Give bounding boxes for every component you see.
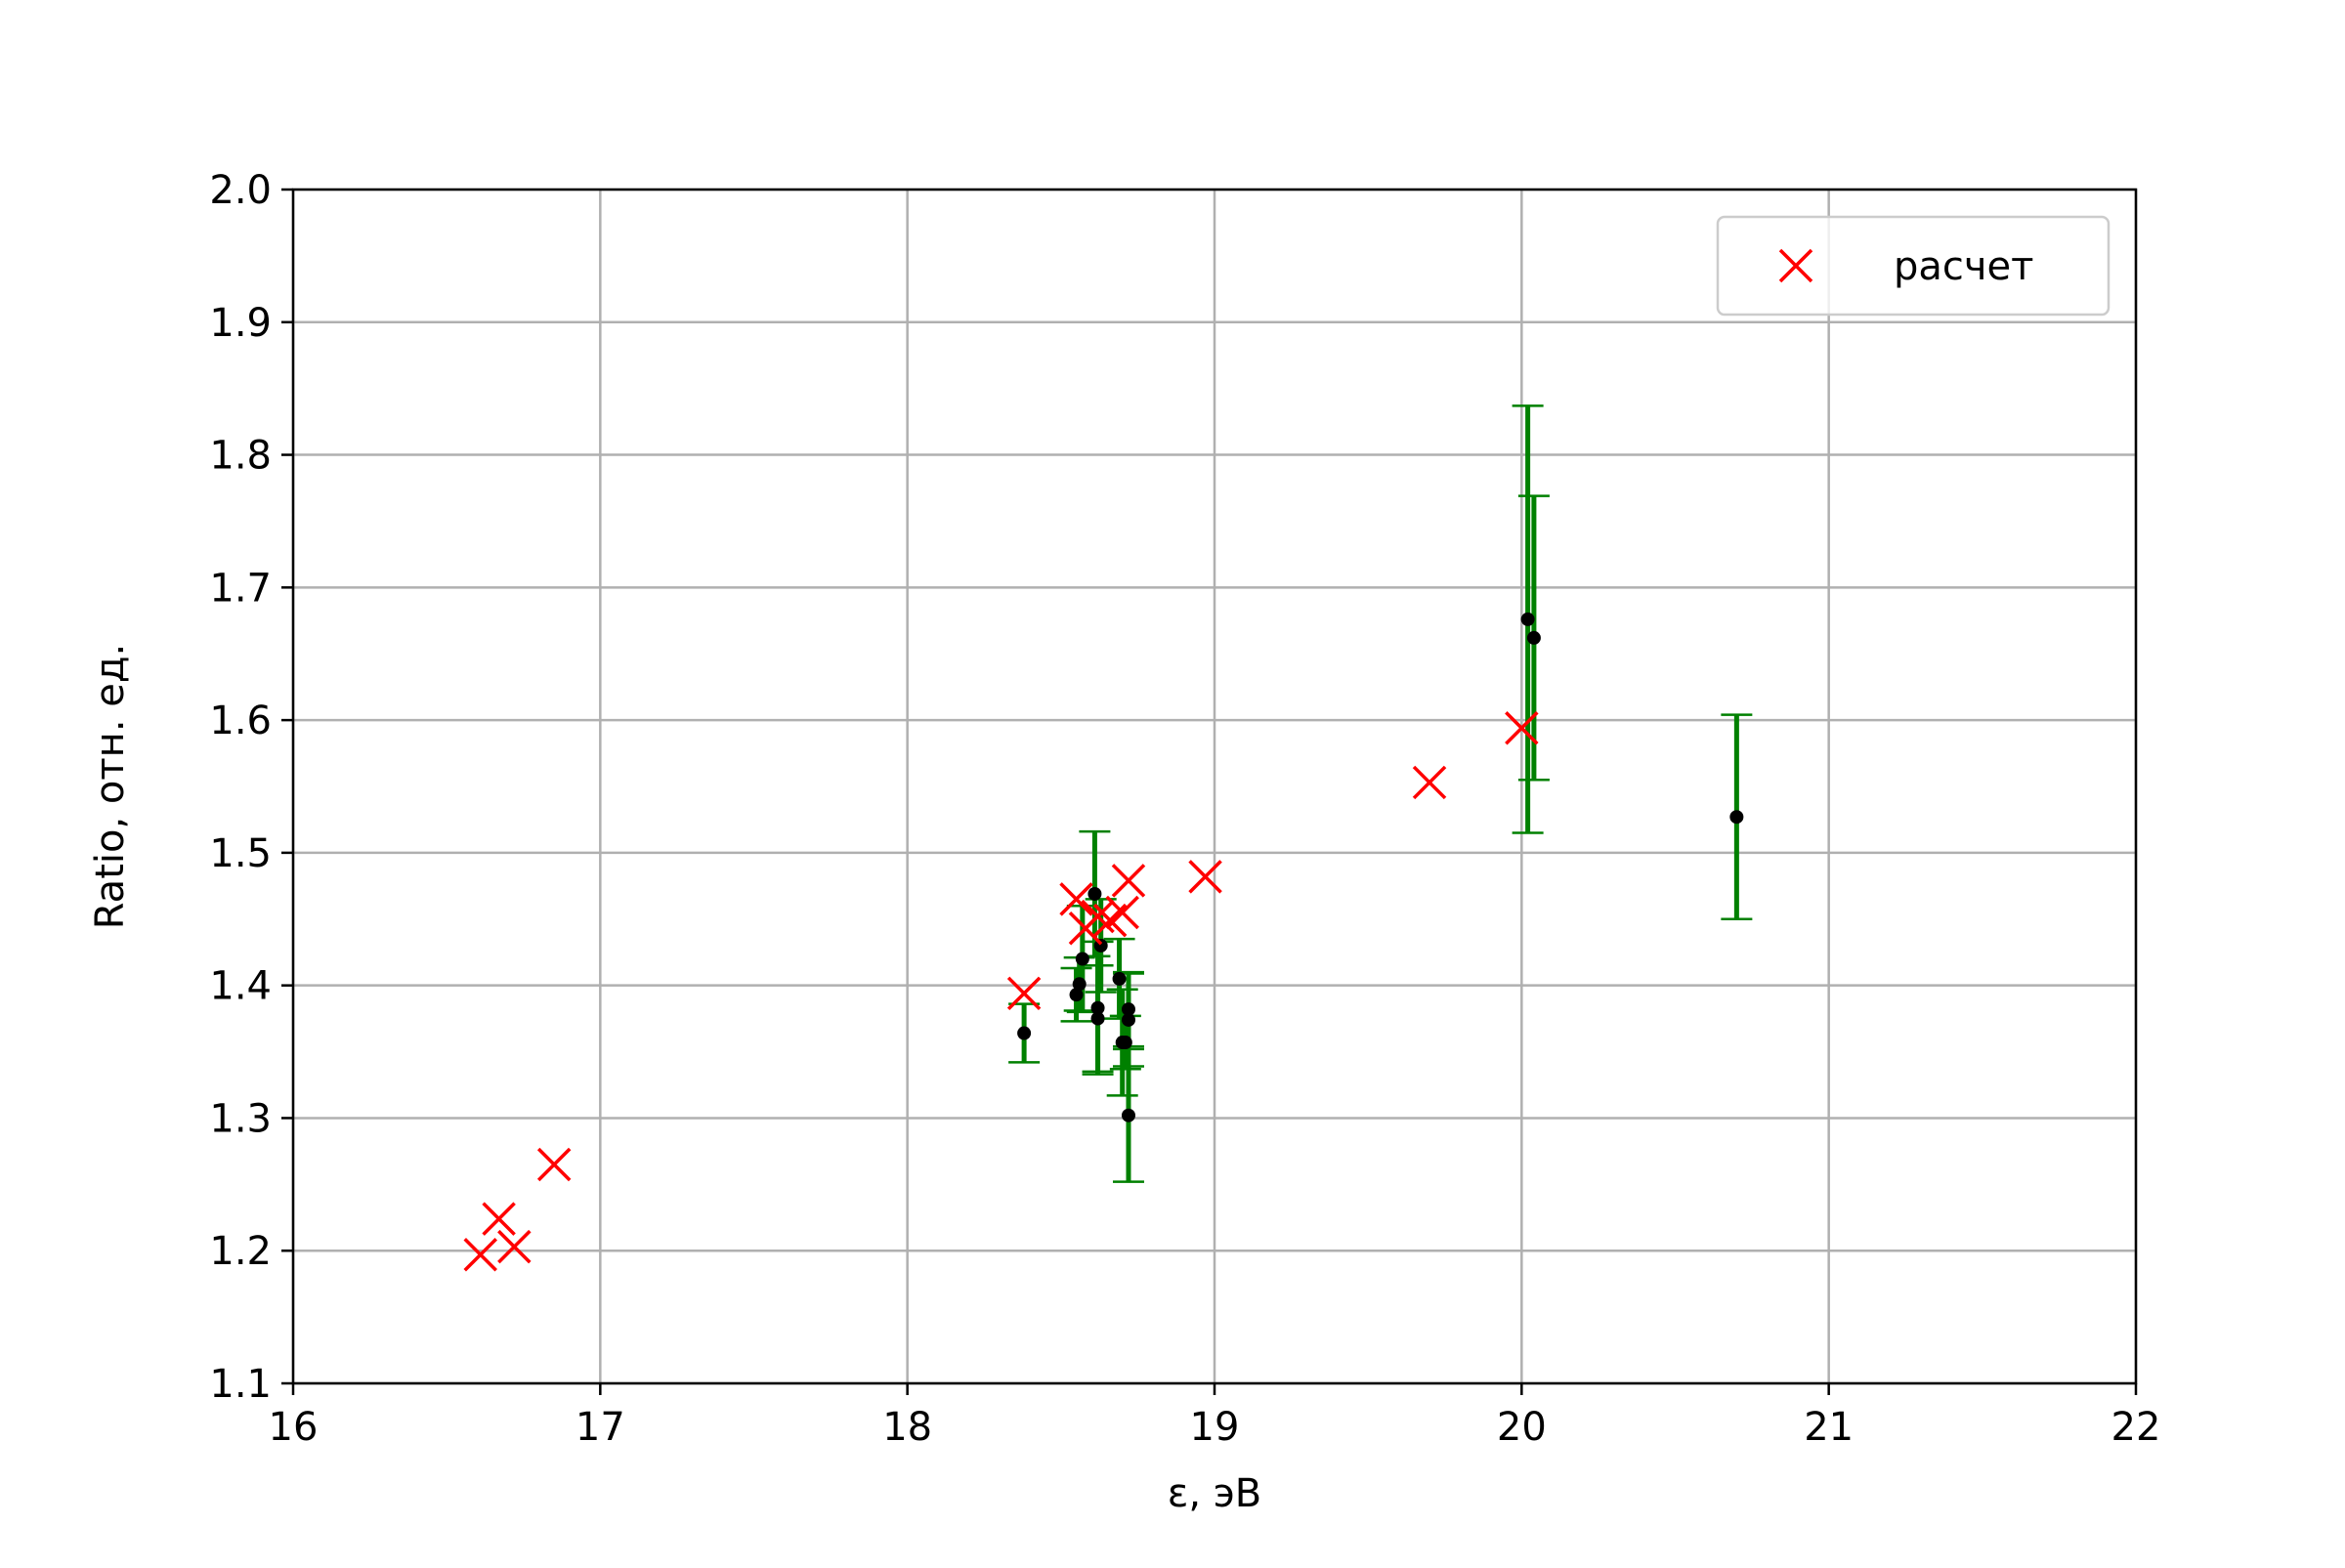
measured-point <box>1075 952 1089 966</box>
calculated-point <box>1006 976 1042 1011</box>
calculated-point <box>497 1229 532 1264</box>
measured-point <box>1520 612 1535 626</box>
measured-point <box>1121 1012 1135 1027</box>
y-tick-label: 2.0 <box>209 168 272 213</box>
calculated-point <box>536 1147 572 1182</box>
x-marker-stroke <box>497 1229 532 1264</box>
y-tick-label: 1.6 <box>209 699 272 743</box>
calculated-point <box>463 1238 497 1272</box>
x-tick-label: 20 <box>1497 1405 1547 1450</box>
legend-label: расчет <box>1894 244 2033 289</box>
x-axis-label: ε, эВ <box>1168 1471 1261 1516</box>
measured-point <box>1526 630 1541 645</box>
measured-point <box>1729 810 1744 825</box>
x-marker-stroke <box>463 1238 497 1272</box>
y-tick-label: 1.9 <box>209 301 272 346</box>
x-marker-stroke <box>1059 882 1093 916</box>
y-tick-label: 1.7 <box>209 566 272 611</box>
measured-point <box>1090 1011 1105 1026</box>
x-marker-stroke <box>1105 895 1139 930</box>
calculated-point <box>482 1202 516 1236</box>
x-marker-stroke <box>536 1147 572 1182</box>
measured-point <box>1017 1026 1032 1040</box>
calculated-point <box>1059 882 1093 916</box>
measured-point <box>1118 1036 1132 1050</box>
y-tick-label: 1.5 <box>209 831 272 876</box>
y-tick-label: 1.3 <box>209 1096 272 1141</box>
measured-point <box>1121 1108 1135 1123</box>
axis-ticks: 16 17 18 19 20 21 22 1.1 1.2 1.3 1.4 1.5 1.6 1.7 1.8 1.… <box>209 168 2160 1450</box>
x-tick-label: 22 <box>2111 1405 2161 1450</box>
x-tick-label: 19 <box>1190 1405 1240 1450</box>
x-marker-stroke <box>482 1202 516 1236</box>
measured-point <box>1121 1002 1135 1017</box>
x-marker-stroke <box>1006 976 1042 1011</box>
legend: расчет <box>1716 215 2110 317</box>
x-tick-label: 21 <box>1804 1405 1854 1450</box>
measured-point <box>1090 1000 1105 1015</box>
x-marker-stroke <box>1188 860 1222 894</box>
calculated-point <box>1111 864 1146 898</box>
legend-box <box>1716 215 2110 317</box>
measured-point <box>1112 971 1127 986</box>
y-tick-label: 1.4 <box>209 964 272 1009</box>
x-marker-stroke <box>1111 864 1146 898</box>
x-marker-stroke <box>1778 248 1813 283</box>
x-tick-label: 18 <box>882 1405 932 1450</box>
measured-point <box>1069 988 1084 1002</box>
plot-data <box>463 404 1753 1272</box>
y-axis-label: Ratio, отн. ед. <box>88 644 133 929</box>
measured-point <box>1072 977 1087 992</box>
calculated-point <box>1105 895 1139 930</box>
y-tick-label: 1.2 <box>209 1229 272 1274</box>
x-marker-stroke <box>1412 765 1447 800</box>
y-tick-label: 1.8 <box>209 434 272 479</box>
x-marker-stroke <box>1081 899 1115 934</box>
calculated-point <box>1505 711 1539 745</box>
calculated-point <box>1412 765 1447 800</box>
y-tick-label: 1.1 <box>209 1362 272 1407</box>
calculated-point <box>1188 860 1222 894</box>
x-marker-stroke <box>1505 711 1539 745</box>
x-tick-label: 16 <box>269 1405 319 1450</box>
x-tick-label: 17 <box>576 1405 625 1450</box>
legend-marker <box>1778 248 1813 283</box>
measured-point <box>1087 886 1102 901</box>
